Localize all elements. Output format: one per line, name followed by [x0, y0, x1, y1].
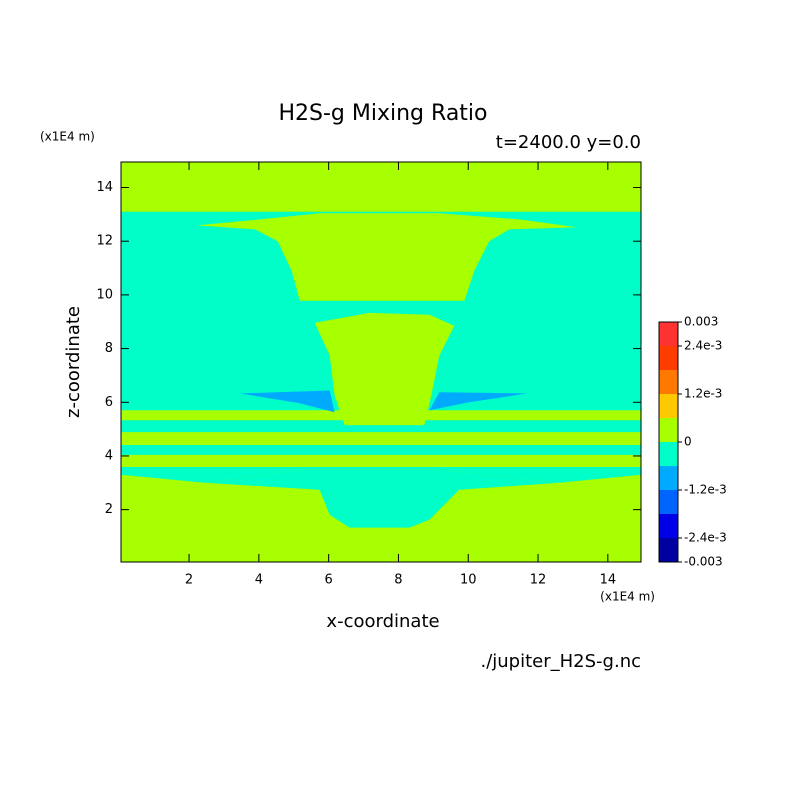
contour-region — [240, 390, 335, 413]
x-tick-label: 12 — [530, 573, 547, 588]
colorbar-band — [659, 490, 678, 514]
colorbar-band — [659, 322, 678, 346]
colorbar-band — [659, 346, 678, 370]
y-unit: (x1E4 m) — [40, 130, 95, 144]
x-tick-label: 10 — [460, 573, 477, 588]
y-tick-label: 12 — [96, 234, 113, 249]
contour-region — [121, 445, 641, 455]
colorbar-tick-label: 2.4e-3 — [684, 339, 722, 353]
colorbar-band — [659, 370, 678, 394]
x-tick-label: 6 — [325, 573, 333, 588]
y-tick-label: 6 — [105, 395, 113, 410]
y-tick-label: 8 — [105, 341, 113, 356]
x-tick-label: 14 — [600, 573, 617, 588]
contour-region — [121, 211, 641, 411]
colorbar-band — [659, 442, 678, 466]
colorbar-tick-label: 0.003 — [684, 315, 718, 329]
x-tick-label: 4 — [255, 573, 263, 588]
contour-region — [121, 420, 641, 433]
contour-region — [429, 392, 528, 411]
colorbar-band — [659, 394, 678, 418]
y-tick-label: 2 — [105, 502, 113, 517]
plot-frame — [120, 161, 642, 563]
colorbar-band — [659, 466, 678, 490]
colorbar-band — [659, 538, 678, 562]
contour-region — [197, 213, 577, 301]
colorbar-tick-label: 1.2e-3 — [684, 387, 722, 401]
source-label: ./jupiter_H2S-g.nc — [480, 651, 641, 672]
colorbar-tick-label: -0.003 — [684, 555, 723, 569]
colorbar-tick-label: -2.4e-3 — [684, 531, 727, 545]
chart-title: H2S-g Mixing Ratio — [278, 101, 487, 126]
y-axis-label: z-coordinate — [63, 306, 84, 418]
colorbar-band — [659, 514, 678, 538]
y-tick-label: 14 — [96, 180, 113, 195]
contour-region — [314, 312, 455, 426]
x-unit: (x1E4 m) — [600, 590, 655, 604]
y-tick-label: 4 — [105, 448, 113, 463]
contour-region — [205, 469, 559, 528]
contour-region — [121, 467, 641, 483]
colorbar-tick-label: 0 — [684, 435, 692, 449]
x-axis-label: x-coordinate — [326, 611, 439, 632]
x-tick-label: 2 — [185, 573, 193, 588]
colorbar-tick-label: -1.2e-3 — [684, 483, 727, 497]
subtitle: t=2400.0 y=0.0 — [496, 132, 641, 153]
x-tick-label: 8 — [394, 573, 402, 588]
y-tick-label: 10 — [96, 287, 113, 302]
plot-area — [121, 162, 641, 562]
colorbar-band — [659, 418, 678, 442]
